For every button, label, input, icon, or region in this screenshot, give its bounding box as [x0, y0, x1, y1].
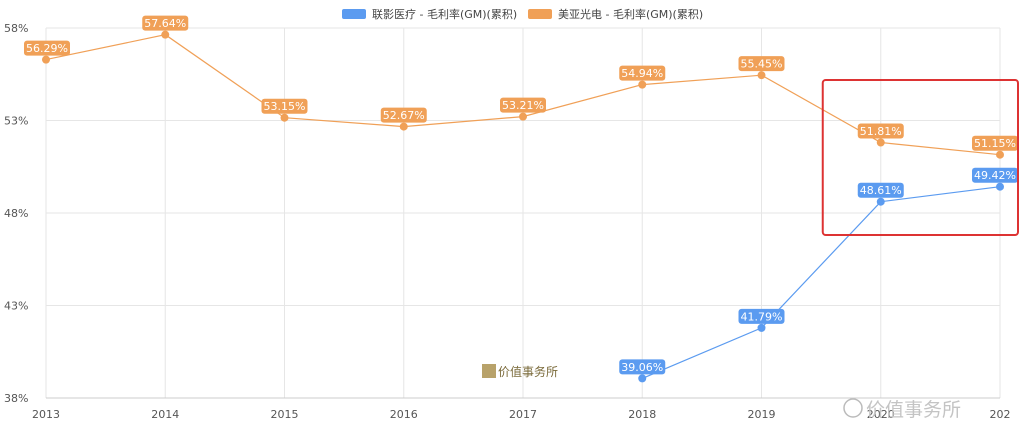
data-label-box — [24, 40, 70, 56]
data-label: 54.94% — [619, 65, 666, 81]
data-label-text: 48.61% — [860, 184, 902, 197]
data-point[interactable] — [876, 197, 885, 206]
data-label-text: 51.81% — [860, 125, 902, 138]
data-label-box — [380, 107, 427, 123]
legend-swatch — [342, 9, 366, 19]
data-label-box — [738, 56, 785, 72]
data-label-box — [261, 98, 308, 114]
data-label-text: 57.64% — [144, 17, 186, 30]
y-tick-label: 53% — [4, 115, 28, 128]
data-label: 49.42% — [972, 167, 1018, 183]
legend-label: 联影医疗 - 毛利率(GM)(累积) — [372, 7, 517, 21]
data-label-box — [619, 359, 666, 375]
data-label-box — [972, 135, 1018, 151]
data-label-text: 51.15% — [974, 137, 1016, 150]
data-labels: 39.06% 41.79% 48.61% 49.42% 56.29% 57.64% 53.1… — [24, 15, 1018, 375]
center-watermark-text: 价值事务所 — [498, 364, 558, 379]
x-tick-label: 2016 — [390, 408, 418, 421]
y-tick-label: 38% — [4, 392, 28, 405]
legend: 联影医疗 - 毛利率(GM)(累积) 美亚光电 - 毛利率(GM)(累积) — [342, 7, 703, 21]
data-label: 51.15% — [972, 135, 1018, 151]
data-label: 51.81% — [857, 123, 904, 139]
series-line — [642, 186, 1001, 379]
data-label: 48.61% — [857, 182, 904, 198]
legend-swatch — [528, 9, 552, 19]
y-tick-label: 58% — [4, 22, 28, 35]
x-tick-label: 2013 — [32, 408, 60, 421]
data-label: 56.29% — [24, 40, 70, 56]
data-label-text: 49.42% — [974, 169, 1016, 182]
data-point[interactable] — [876, 138, 885, 147]
highlight-rectangle — [821, 79, 1019, 236]
data-point[interactable] — [996, 150, 1004, 159]
data-label-box — [857, 123, 904, 139]
corner-watermark: 价值事务所 — [843, 398, 961, 421]
x-tick-label: 2014 — [151, 408, 179, 421]
data-point[interactable] — [757, 323, 766, 332]
data-label: 53.21% — [500, 97, 546, 113]
data-point[interactable] — [280, 113, 289, 122]
data-label: 57.64% — [142, 15, 189, 31]
data-label-text: 55.45% — [741, 58, 783, 71]
x-tick-label: 2018 — [628, 408, 656, 421]
data-point[interactable] — [638, 374, 647, 383]
data-point[interactable] — [161, 30, 170, 39]
data-label: 52.67% — [380, 107, 427, 123]
data-label-box — [142, 15, 189, 31]
data-label-box — [619, 65, 666, 81]
weibo-icon — [843, 398, 863, 418]
data-point[interactable] — [757, 71, 766, 80]
watermark-logo-icon — [482, 364, 496, 378]
data-point[interactable] — [996, 182, 1004, 191]
data-label: 55.45% — [738, 56, 785, 72]
corner-watermark-text: 价值事务所 — [866, 399, 961, 421]
x-tick-label: 2020 — [867, 408, 895, 421]
legend-item[interactable]: 美亚光电 - 毛利率(GM)(累积) — [528, 7, 703, 21]
x-tick-label: 2019 — [748, 408, 776, 421]
data-point[interactable] — [519, 112, 527, 121]
data-point[interactable] — [638, 80, 647, 89]
series — [42, 30, 1004, 383]
data-label: 41.79% — [738, 308, 785, 324]
data-label: 39.06% — [619, 359, 666, 375]
data-label-text: 53.21% — [502, 99, 544, 112]
data-label-text: 41.79% — [741, 310, 783, 323]
data-label-text: 39.06% — [621, 361, 663, 374]
data-label-text: 56.29% — [26, 42, 68, 55]
data-label-box — [857, 182, 904, 198]
axes: 38% 43% 48% 53% 58% 2013 2014 2015 2016 2017 2018 2… — [4, 22, 1011, 421]
legend-item[interactable]: 联影医疗 - 毛利率(GM)(累积) — [342, 7, 517, 21]
data-point[interactable] — [42, 55, 50, 64]
data-label-box — [738, 308, 785, 324]
data-label-text: 54.94% — [621, 67, 663, 80]
data-label-box — [500, 97, 546, 113]
data-label-box — [972, 167, 1018, 183]
x-tick-label: 202 — [990, 408, 1011, 421]
grid — [45, 27, 1001, 399]
y-tick-label: 48% — [4, 207, 28, 220]
x-tick-label: 2017 — [509, 408, 537, 421]
y-tick-label: 43% — [4, 300, 28, 313]
watermarks: 价值事务所 价值事务所 — [482, 364, 961, 421]
center-watermark: 价值事务所 — [482, 364, 558, 379]
data-point[interactable] — [399, 122, 408, 131]
data-label-text: 52.67% — [383, 109, 425, 122]
highlight-box — [821, 79, 1019, 236]
x-tick-label: 2015 — [271, 408, 299, 421]
data-label: 53.15% — [261, 98, 308, 114]
legend-label: 美亚光电 - 毛利率(GM)(累积) — [558, 7, 703, 21]
data-label-text: 53.15% — [264, 100, 306, 113]
